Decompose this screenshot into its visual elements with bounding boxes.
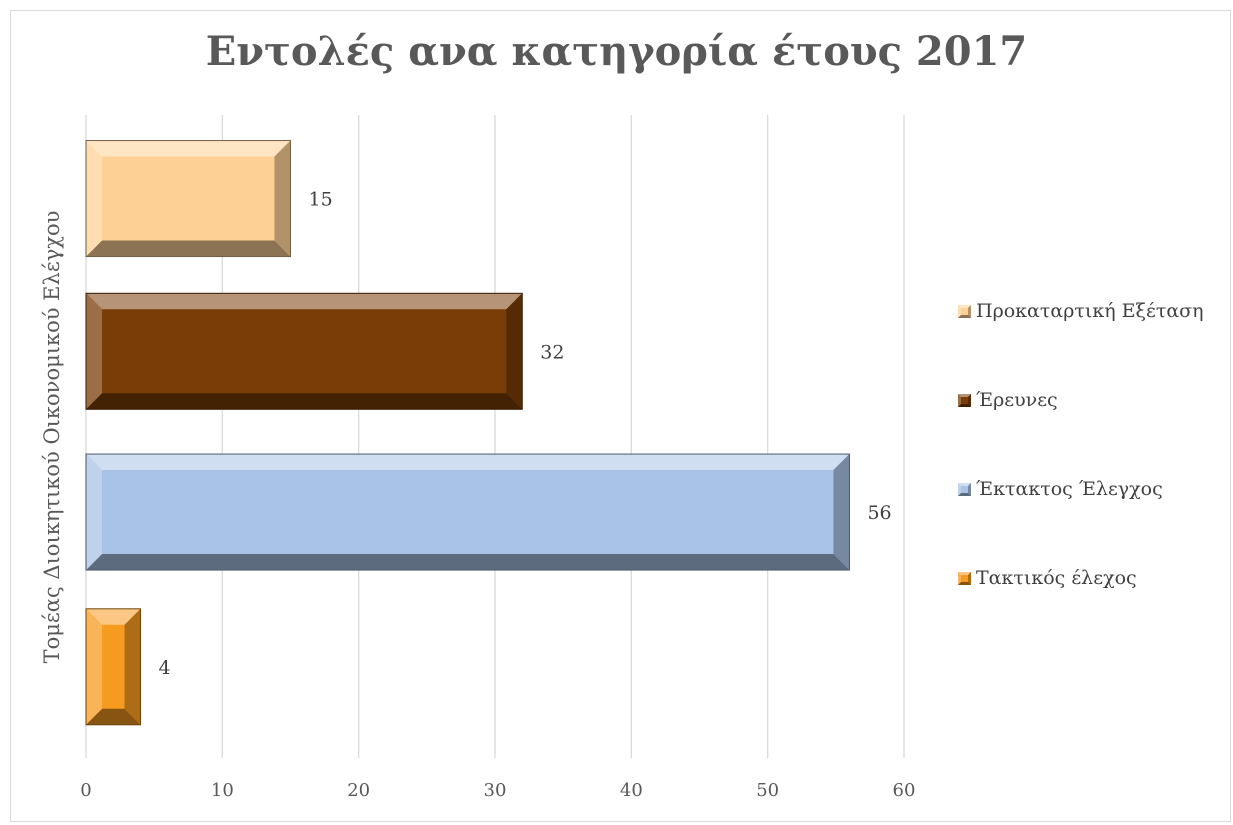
x-tick-label: 20 (347, 780, 370, 801)
legend-label: Έκτακτος Έλεγχος (976, 478, 1163, 500)
bar-bevel-bottom (86, 393, 523, 410)
legend-label: Έρευνες (976, 389, 1058, 411)
bar-bevel-top (86, 608, 141, 625)
bar-outline (85, 292, 523, 410)
legend-label: Τακτικός έλεχος (976, 567, 1137, 589)
data-label: 56 (867, 502, 891, 524)
bar-bevel-top (86, 454, 850, 471)
bar-bevel-left (86, 608, 102, 725)
bar-bevel-right (124, 608, 141, 725)
bar-outline (85, 140, 291, 258)
bar-bevel-top (86, 140, 291, 157)
bar-bevel-right (274, 140, 291, 257)
legend-label: Προκαταρτική Εξέταση (976, 300, 1204, 322)
x-tick-label: 30 (484, 780, 507, 801)
bar-4 (85, 608, 142, 726)
legend-swatch (958, 571, 971, 585)
legend-swatch (958, 304, 971, 318)
bar-face (86, 454, 850, 571)
legend-item-prokatarktiki: Προκαταρτική Εξέταση (958, 300, 1204, 322)
bar-3 (85, 453, 850, 571)
bar-bevel-bottom (86, 554, 850, 571)
bar-bevel-bottom (86, 240, 291, 257)
bar-outline (85, 453, 850, 571)
chart-title: Εντολές ανα κατηγορία έτους 2017 (205, 28, 1028, 75)
x-tick-label: 60 (893, 780, 916, 801)
legend-swatch (958, 482, 971, 496)
bar-2 (85, 292, 523, 410)
bar-bevel-top (86, 293, 523, 310)
bar-face (86, 140, 291, 257)
data-label: 15 (309, 189, 333, 211)
bar-bevel-left (86, 140, 102, 257)
x-tick-label: 50 (756, 780, 779, 801)
bar-face (86, 293, 523, 410)
bar-bevel-bottom (86, 708, 141, 725)
bar-bevel-left (86, 293, 102, 410)
legend-swatch (958, 393, 971, 407)
bar-bevel-right (506, 293, 523, 410)
x-tick-label: 40 (620, 780, 643, 801)
bar-1 (85, 140, 291, 258)
x-tick-label: 0 (80, 780, 91, 801)
legend-item-taktikos: Τακτικός έλεχος (958, 567, 1137, 589)
x-tick-label: 10 (211, 780, 234, 801)
bar-bevel-left (86, 454, 102, 571)
legend-item-erevnes: Έρευνες (958, 389, 1058, 411)
legend-item-ektaktos: Έκτακτος Έλεγχος (958, 478, 1163, 500)
data-label: 32 (540, 341, 564, 363)
bar-bevel-right (833, 454, 850, 571)
data-label: 4 (159, 657, 171, 679)
bar-outline (85, 608, 142, 726)
